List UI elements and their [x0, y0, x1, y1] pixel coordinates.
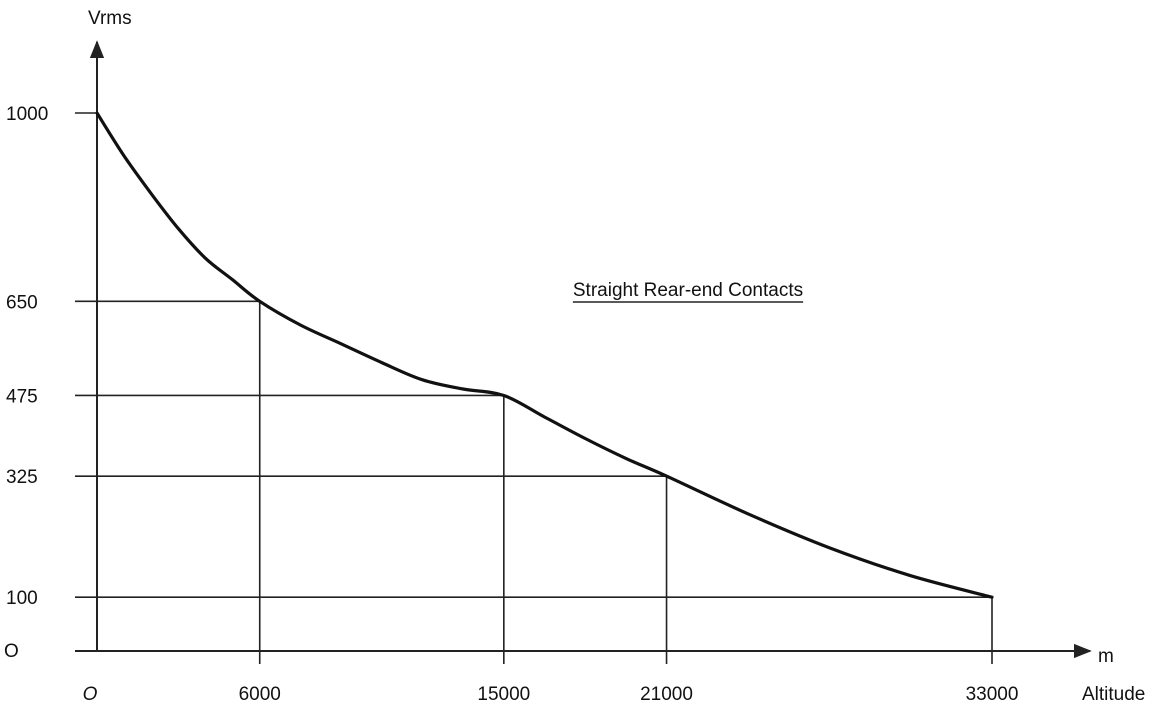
guide-lines — [75, 112, 993, 664]
y-tick-label: 475 — [6, 386, 38, 407]
voltage-curve — [95, 111, 994, 599]
y-tick-label: 325 — [6, 467, 38, 488]
y-tick-label: 650 — [6, 292, 38, 313]
y-origin-label: O — [4, 641, 19, 662]
x-axis-label: Altitude — [1082, 684, 1145, 705]
chart-title: Straight Rear-end Contacts — [573, 280, 803, 301]
x-axis-unit: m — [1098, 646, 1114, 667]
y-tick-label: 100 — [6, 588, 38, 609]
x-tick-label: 6000 — [239, 684, 281, 705]
x-tick-labels: 6000 15000 21000 33000 — [239, 684, 1019, 705]
x-tick-label: 15000 — [477, 684, 530, 705]
x-origin-label: O — [83, 684, 98, 705]
y-tick-labels: 1000 650 475 325 100 — [6, 104, 48, 609]
x-tick-label: 33000 — [966, 684, 1019, 705]
y-tick-label: 1000 — [6, 104, 48, 125]
y-axis-label: Vrms — [88, 8, 132, 29]
x-tick-label: 21000 — [640, 684, 693, 705]
